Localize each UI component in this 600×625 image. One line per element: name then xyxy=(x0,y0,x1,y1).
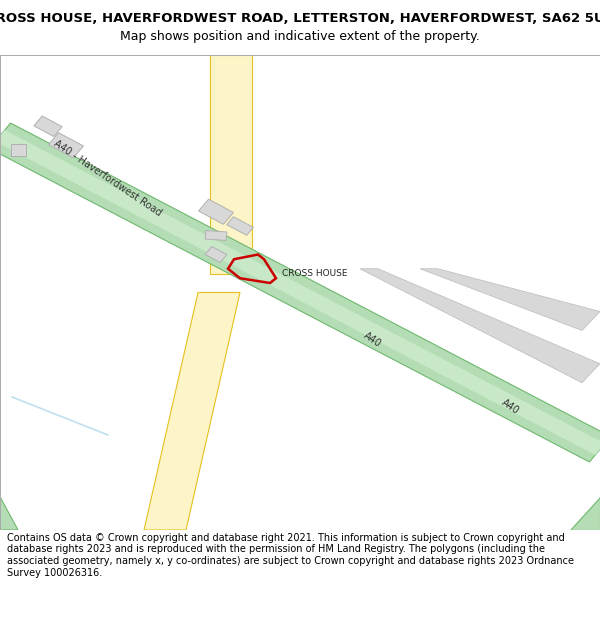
Text: CROSS HOUSE, HAVERFORDWEST ROAD, LETTERSTON, HAVERFORDWEST, SA62 5UA: CROSS HOUSE, HAVERFORDWEST ROAD, LETTERS… xyxy=(0,12,600,25)
Text: Map shows position and indicative extent of the property.: Map shows position and indicative extent… xyxy=(120,30,480,43)
Text: Contains OS data © Crown copyright and database right 2021. This information is : Contains OS data © Crown copyright and d… xyxy=(7,533,574,578)
Polygon shape xyxy=(360,269,600,382)
Polygon shape xyxy=(570,497,600,530)
Bar xyxy=(11,144,25,156)
Text: A40: A40 xyxy=(361,331,383,349)
Bar xyxy=(205,247,227,262)
Text: A40 - Haverfordwest Road: A40 - Haverfordwest Road xyxy=(52,139,164,218)
Bar xyxy=(199,199,233,224)
Polygon shape xyxy=(420,269,600,331)
Polygon shape xyxy=(210,55,252,274)
Polygon shape xyxy=(144,292,240,530)
Bar xyxy=(205,231,227,241)
Bar xyxy=(34,116,62,136)
Polygon shape xyxy=(0,123,600,462)
Text: CROSS HOUSE: CROSS HOUSE xyxy=(282,269,347,278)
Polygon shape xyxy=(0,130,600,455)
Bar xyxy=(227,217,253,235)
Text: A40: A40 xyxy=(499,397,521,416)
Bar xyxy=(49,132,83,158)
Polygon shape xyxy=(0,497,18,530)
